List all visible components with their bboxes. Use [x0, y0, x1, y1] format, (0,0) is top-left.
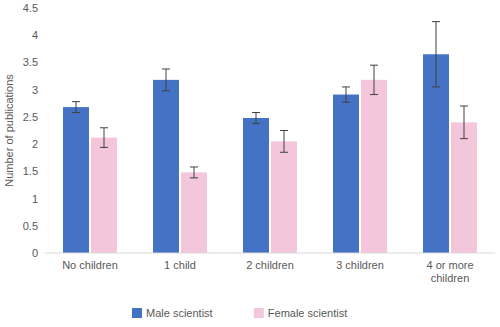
- y-tick-label: 4.5: [23, 2, 38, 14]
- y-tick-label: 3: [32, 84, 38, 96]
- y-tick-label: 1.5: [23, 165, 38, 177]
- y-tick-label: 2.5: [23, 111, 38, 123]
- legend-swatch: [132, 308, 142, 318]
- x-tick-label: No children: [62, 259, 118, 271]
- y-tick-label: 0.5: [23, 220, 38, 232]
- bar: [451, 122, 477, 253]
- x-tick-label: 2 children: [246, 259, 294, 271]
- y-tick-label: 2: [32, 138, 38, 150]
- bar: [91, 138, 117, 253]
- error-bar: [432, 22, 440, 87]
- y-tick-label: 1: [32, 193, 38, 205]
- bar: [333, 95, 359, 253]
- bar: [361, 80, 387, 253]
- bars: [63, 22, 477, 253]
- y-tick-label: 4: [32, 29, 38, 41]
- legend-label: Female scientist: [268, 307, 347, 319]
- bar: [243, 118, 269, 253]
- x-tick-label: 3 children: [336, 259, 384, 271]
- legend: Male scientist Female scientist: [132, 307, 347, 319]
- legend-swatch: [254, 308, 264, 318]
- error-bar: [280, 131, 288, 153]
- x-tick-label: 1 child: [164, 259, 196, 271]
- x-tick-label: 4 or morechildren: [426, 259, 473, 284]
- bar: [271, 141, 297, 253]
- chart: 0 0.5 1 1.5 2 2.5 3 3.5 4 4.5 Number of publicatio…: [0, 0, 500, 327]
- error-bar: [252, 113, 260, 124]
- error-bar: [190, 167, 198, 178]
- error-bar: [342, 87, 350, 102]
- x-axis: [45, 253, 495, 254]
- bar: [63, 107, 89, 253]
- error-bar: [370, 65, 378, 94]
- error-bar: [162, 69, 170, 91]
- error-bar: [100, 128, 108, 148]
- error-bar: [72, 102, 80, 113]
- bar: [153, 80, 179, 253]
- legend-label: Male scientist: [146, 307, 213, 319]
- error-bar: [460, 106, 468, 139]
- y-tick-label: 0: [32, 247, 38, 259]
- bar: [181, 172, 207, 253]
- y-tick-label: 3.5: [23, 56, 38, 68]
- y-axis-label: Number of publications: [3, 74, 15, 187]
